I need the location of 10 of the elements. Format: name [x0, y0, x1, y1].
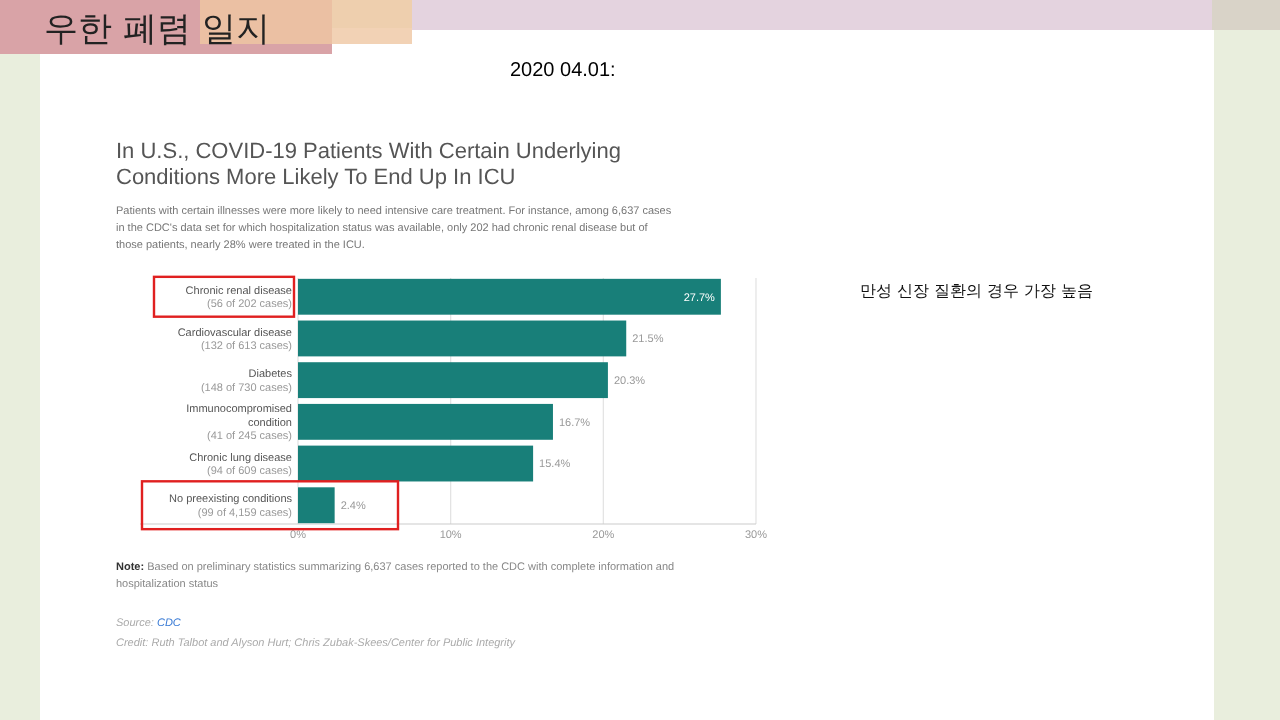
bar: [298, 403, 553, 440]
text: 2020 04.01:: [510, 60, 616, 82]
text: 만성 신장 질환의 경우 가장 높음: [860, 282, 1094, 300]
bar: [298, 445, 534, 482]
bar: [298, 278, 721, 315]
text: 우한 폐렴 일지: [44, 10, 270, 50]
chart-title: In U.S., COVID-19 Patients With Certain Underlying Conditions More Likely To End Up In ICU: [116, 140, 621, 190]
bar: [298, 320, 627, 357]
bar: [298, 362, 608, 399]
bar: [298, 487, 335, 524]
